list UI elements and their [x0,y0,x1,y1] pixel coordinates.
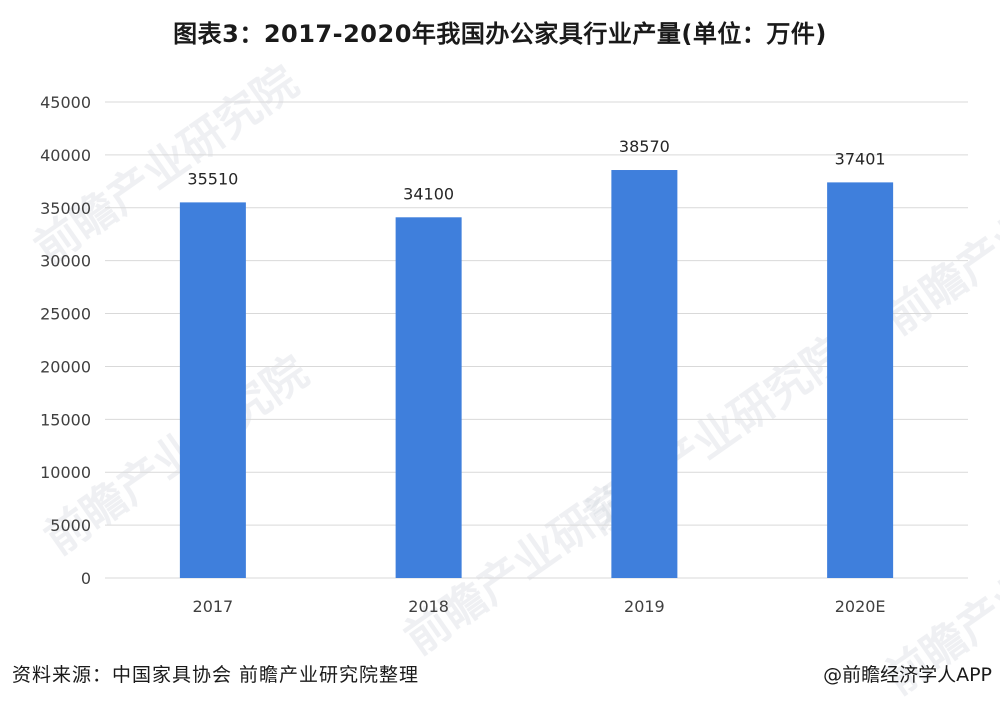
x-tick-label: 2020E [835,597,886,616]
y-tick-label: 5000 [50,516,91,535]
bar-chart: 0 5000 10000 15000 20000 25000 30000 35000 40000… [40,93,968,616]
y-tick-label: 45000 [40,93,91,112]
y-tick-label: 20000 [40,357,91,376]
data-label: 34100 [403,184,454,203]
y-tick-label: 30000 [40,252,91,271]
source-note: 资料来源：中国家具协会 前瞻产业研究院整理 [12,664,420,686]
bar [395,217,462,578]
chart-area: 0 5000 10000 15000 20000 25000 30000 35000 40000… [0,80,1000,640]
y-tick-label: 40000 [40,146,91,165]
chart-title: 图表3：2017-2020年我国办公家具行业产量(单位：万件) [173,20,827,48]
x-tick-label: 2017 [193,597,234,616]
data-label: 35510 [187,169,238,188]
y-tick-label: 0 [81,569,91,588]
y-tick-label: 35000 [40,199,91,218]
data-label: 37401 [835,149,886,168]
x-tick-label: 2018 [408,597,449,616]
bar [179,202,246,578]
y-tick-label: 25000 [40,305,91,324]
bar [827,182,894,578]
credit-note: @前瞻经济学人APP [823,664,992,686]
y-tick-label: 10000 [40,463,91,482]
data-label: 38570 [619,137,670,156]
x-tick-label: 2019 [624,597,665,616]
bar [611,170,678,578]
y-tick-label: 15000 [40,410,91,429]
